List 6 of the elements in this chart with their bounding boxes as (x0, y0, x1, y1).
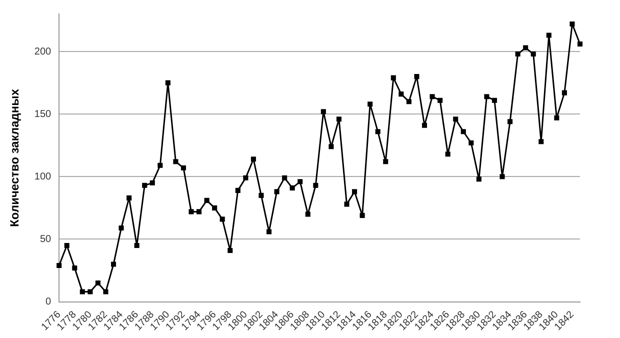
y-tick-label: 200 (34, 46, 52, 58)
y-tick-label: 50 (40, 234, 52, 245)
y-tick-label: 0 (46, 296, 52, 308)
y-tick-label: 100 (34, 171, 52, 182)
y-tick-label: 150 (34, 108, 52, 120)
y-axis-title: Количество закладных (8, 88, 22, 227)
